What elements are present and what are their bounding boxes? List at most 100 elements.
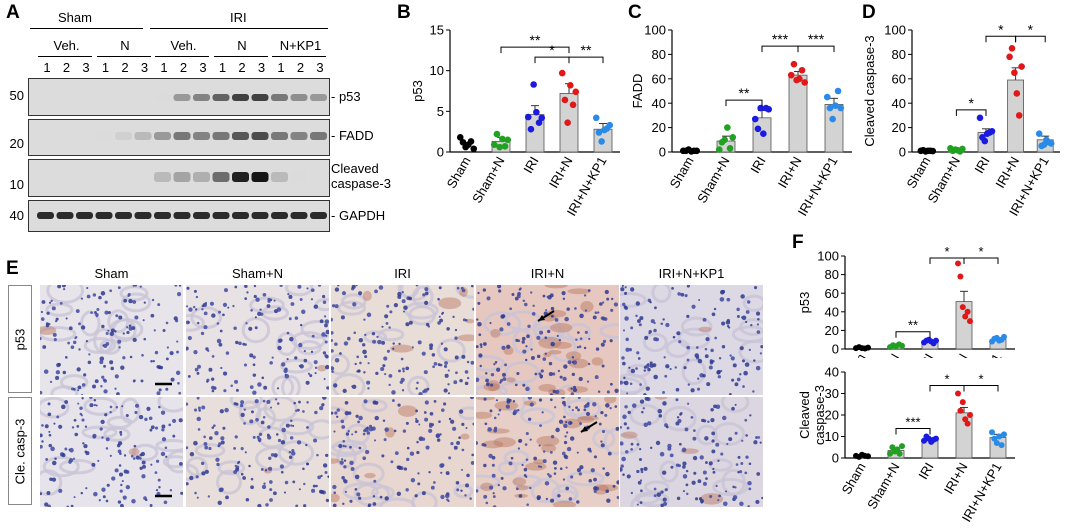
data-point [964,420,971,427]
x-tick-label: IRI+N [941,351,971,358]
significance-label: * [998,21,1004,37]
blot-band [95,132,113,140]
x-tick-label: IRI+N [992,154,1022,191]
data-point [606,121,614,129]
data-point [964,308,971,315]
blot-band [212,172,230,182]
blot-band [310,132,327,140]
data-point [988,127,996,135]
blot-band [193,172,210,182]
blot-band [193,132,210,140]
data-point [726,145,734,152]
blot-band [154,94,171,101]
data-point [564,119,571,127]
histology-image [331,285,474,395]
histology-image [186,285,329,395]
blot-band [290,94,308,101]
data-point [751,115,759,123]
blot-band [154,132,171,140]
y-tick-label: 40 [652,96,666,111]
y-tick-label: 20 [825,323,839,338]
y-tick-label: 10 [430,63,444,78]
histology-image [620,397,763,507]
data-point [823,93,831,101]
histology-column-label: IRI+N+KP1 [658,266,725,281]
x-tick-label: Sham [444,154,474,191]
significance-label: * [944,372,949,387]
data-point [962,313,969,320]
data-point [530,81,537,88]
x-tick-label: IRI [915,351,936,358]
data-point [996,433,1003,440]
significance-label: ** [530,32,541,48]
significance-label: * [549,42,555,58]
blot-band [271,94,288,101]
data-point [829,115,836,123]
significance-label: *** [905,415,920,430]
lane-number: 1 [218,60,227,75]
y-tick-label: 80 [892,47,906,62]
y-tick-label: 0 [437,145,444,160]
blot-band [212,132,230,140]
group-line-sham [30,28,143,29]
data-point [765,106,773,113]
data-point [957,407,964,414]
y-tick-label: 20 [825,408,839,423]
lane-number: 2 [296,60,305,75]
lane-number: 2 [62,60,71,75]
data-point [959,145,966,153]
blot-band [251,132,269,140]
histology-image [40,285,183,395]
marker-50: 50 [9,88,24,103]
blot-band [310,212,327,219]
data-point [834,87,842,95]
data-point [757,104,764,112]
lane-number: 3 [257,60,266,75]
blot-band [232,94,249,101]
x-tick-label: IRI+N [941,460,971,497]
band-label-gapdh: - GAPDH [331,208,386,223]
blot-band [310,94,327,101]
data-point [899,443,905,450]
histology-image [620,285,763,395]
x-tick-label: Sham [839,460,869,497]
data-point [929,147,937,155]
data-point [899,342,905,349]
subgroup-line [213,56,268,57]
data-point [896,450,903,457]
data-point [467,138,475,145]
data-point [798,66,806,74]
row-label-cleaved-caspase3: Cle. casp-3 [8,397,32,505]
data-point [976,114,984,122]
data-point [832,102,839,109]
blot-band [232,132,249,140]
lane-number: 1 [43,60,51,75]
x-tick-label: Sham [903,154,933,191]
panel-letter-b: B [397,2,411,23]
y-axis-label: Cleaved [797,391,812,439]
y-tick-label: 0 [659,145,666,160]
data-point [561,96,569,104]
data-point [729,134,737,141]
blot-band [173,94,191,101]
data-point [1013,90,1021,97]
data-point [558,69,566,77]
y-tick-label: 60 [652,71,666,86]
lane-number: 2 [121,60,129,75]
x-tick-label: IRI [747,154,768,176]
y-tick-label: 0 [899,145,906,160]
subgroup-label: Veh. [53,38,80,53]
band-label-fadd: - FADD [331,128,374,143]
significance-label: *** [772,31,789,47]
data-point [1008,45,1016,52]
data-point [760,130,767,137]
y-axis-label: p53 [410,80,425,102]
subgroup-line [96,56,151,57]
data-point [598,138,605,145]
y-tick-label: 10 [825,429,839,444]
arrow-head [538,315,545,321]
data-point [989,429,995,436]
significance-label: * [1028,21,1034,37]
x-tick-label: IRI+N [546,154,576,191]
